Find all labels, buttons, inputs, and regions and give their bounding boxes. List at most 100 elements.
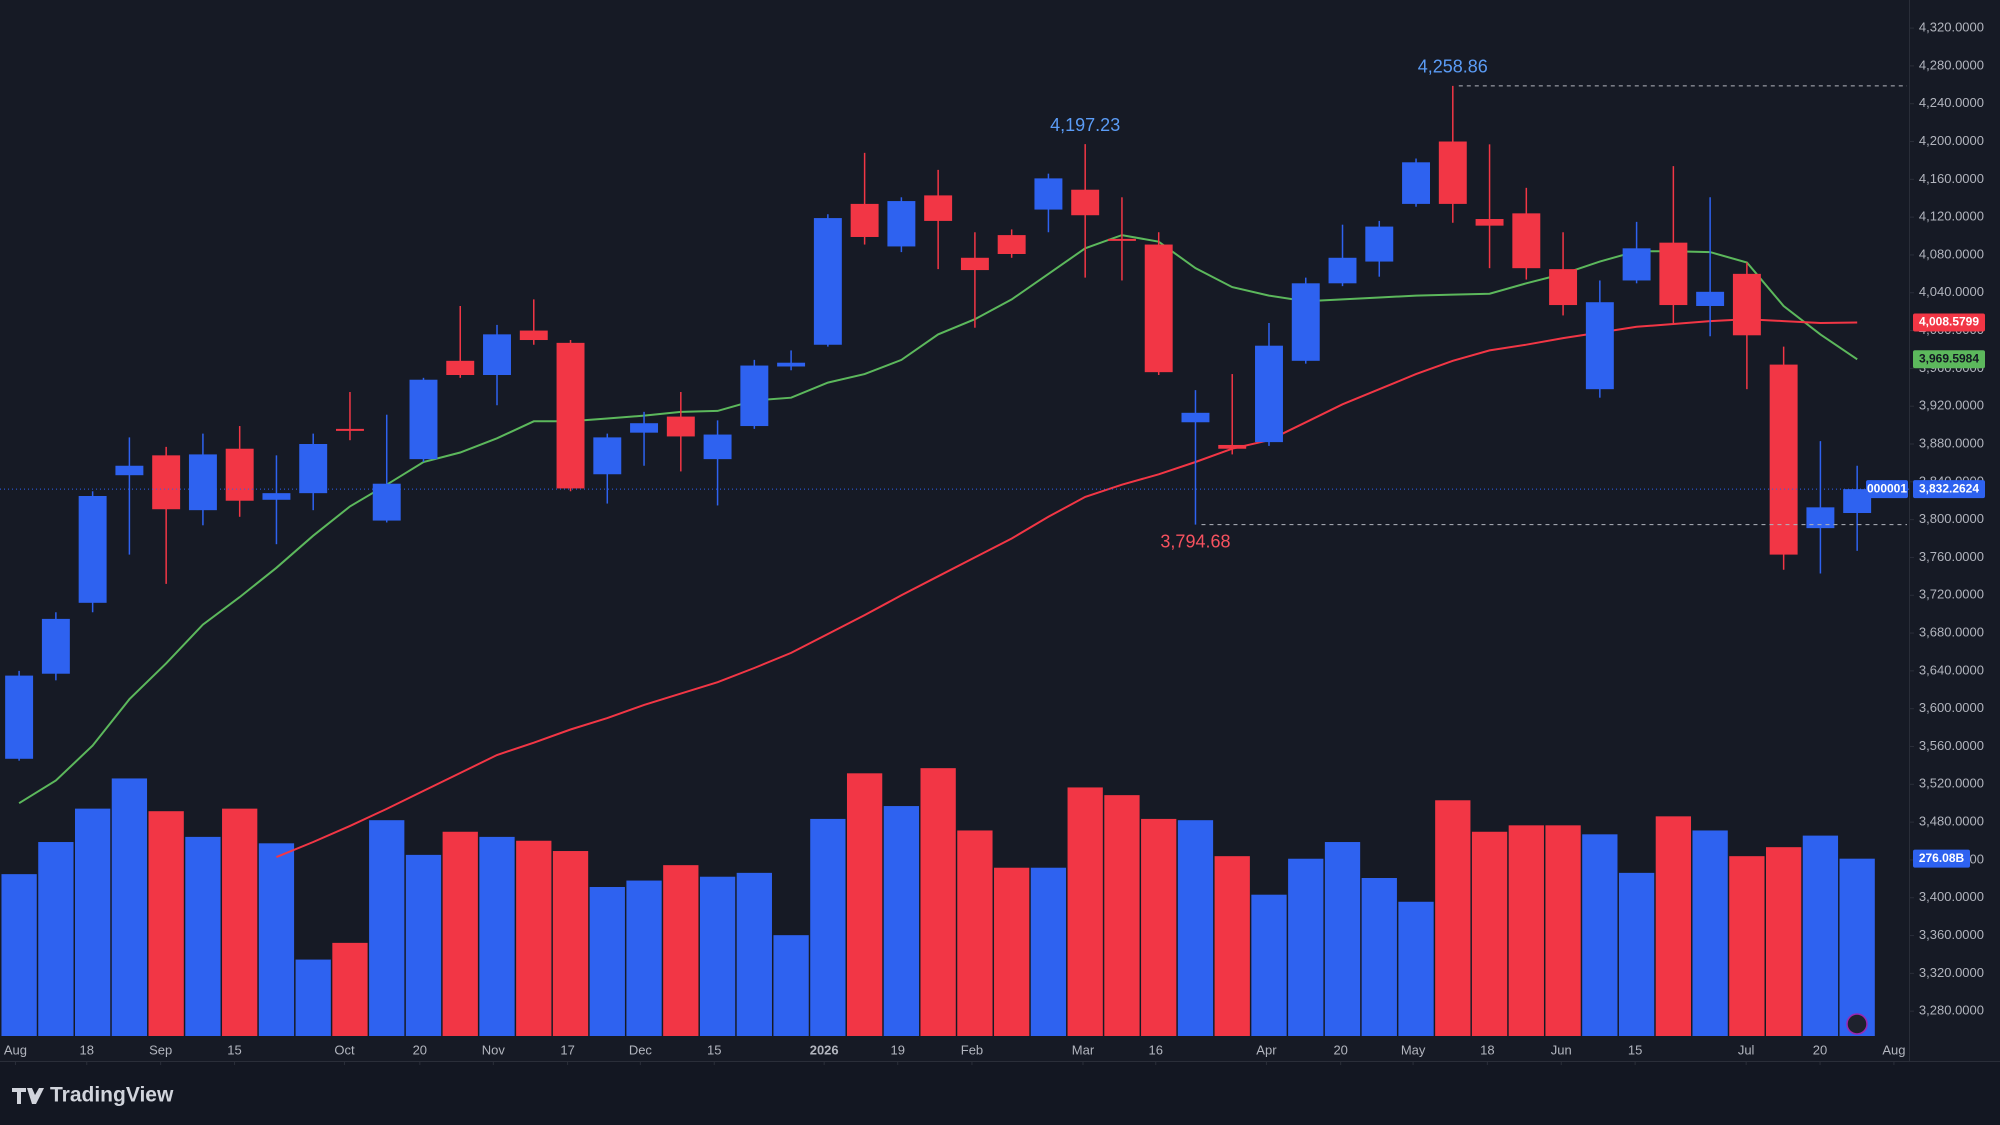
- volume-bar: [1141, 818, 1177, 1036]
- candle-body: [335, 428, 364, 431]
- x-tick-label: Nov: [482, 1042, 506, 1057]
- candle-body: [1475, 219, 1504, 226]
- x-tick-label: 20: [413, 1042, 427, 1057]
- x-tick-label: 15: [227, 1042, 241, 1057]
- y-tick-label: 4,200.0000: [1919, 133, 1984, 148]
- volume-bar: [1288, 858, 1324, 1036]
- y-tick-label: 3,600.0000: [1919, 700, 1984, 715]
- annotation-label: 4,258.86: [1418, 57, 1488, 77]
- volume-bar: [442, 831, 478, 1036]
- symbol-label: 000001: [1867, 481, 1907, 495]
- candle-body: [1181, 412, 1210, 423]
- candle-body: [78, 495, 107, 603]
- volume-bar: [1508, 825, 1544, 1036]
- volume-bar: [552, 851, 589, 1036]
- volume-bar: [810, 818, 846, 1036]
- candle-body: [519, 330, 548, 341]
- volume-bar: [1692, 830, 1728, 1036]
- volume-bar: [883, 806, 920, 1036]
- candle-body: [409, 379, 438, 460]
- symbol-label-box: [1866, 480, 1908, 499]
- volume-bar: [1545, 825, 1581, 1036]
- y-tick-label: 3,520.0000: [1919, 776, 1984, 791]
- volume-last-label-box: [1913, 849, 1970, 868]
- volume-bar: [1, 874, 37, 1036]
- y-tick-label: 3,480.0000: [1919, 814, 1984, 829]
- y-tick-label: 3,640.0000: [1919, 662, 1984, 677]
- brand: TradingView: [50, 1084, 174, 1107]
- candle-body: [1218, 444, 1247, 449]
- volume-bar: [1104, 795, 1140, 1036]
- y-tick-label: 4,040.0000: [1919, 284, 1984, 299]
- volume-bar: [148, 811, 184, 1036]
- annotation-label: 4,197.23: [1050, 115, 1120, 135]
- candle-body: [1769, 364, 1798, 555]
- volume-bar: [773, 935, 809, 1036]
- volume-bar: [405, 854, 442, 1036]
- volume-bar: [258, 843, 295, 1036]
- candle-body: [887, 201, 916, 247]
- candle-body: [1549, 269, 1578, 306]
- y-tick-label: 3,280.0000: [1919, 1003, 1984, 1018]
- logo: TradingView: [12, 1084, 174, 1107]
- y-tick-label: 3,320.0000: [1919, 965, 1984, 980]
- y-tick-label: 3,920.0000: [1919, 398, 1984, 413]
- y-tick-label: 4,240.0000: [1919, 95, 1984, 110]
- x-tick-label: Jun: [1551, 1042, 1572, 1057]
- y-tick-label: 4,280.0000: [1919, 57, 1984, 72]
- volume-bar: [1214, 856, 1250, 1036]
- volume-bar: [1067, 787, 1103, 1036]
- volume-bar: [699, 876, 736, 1036]
- y-tick-label: 3,400.0000: [1919, 889, 1984, 904]
- candle-body: [1696, 291, 1725, 306]
- volume-bar: [1618, 872, 1655, 1036]
- x-tick-label: 15: [1628, 1042, 1642, 1057]
- candle-body: [960, 257, 989, 271]
- volume-bar: [736, 872, 772, 1036]
- series-last-label-box: [1913, 313, 1985, 332]
- candle-body: [850, 203, 879, 237]
- volume-bar: [111, 778, 148, 1036]
- candle-body: [1806, 507, 1835, 529]
- candle-body: [1512, 213, 1541, 269]
- volume-bar: [1030, 867, 1067, 1036]
- candle-body: [1622, 248, 1651, 281]
- annotation-label: 3,794.68: [1160, 531, 1230, 551]
- x-tick-label: 18: [80, 1042, 94, 1057]
- candle-body: [41, 618, 70, 674]
- y-tick-label: 4,120.0000: [1919, 209, 1984, 224]
- candle-body: [115, 465, 144, 476]
- candle-body: [703, 434, 732, 460]
- y-tick-label: 3,360.0000: [1919, 927, 1984, 942]
- y-tick-label: 3,800.0000: [1919, 511, 1984, 526]
- x-tick-label: 18: [1480, 1042, 1494, 1057]
- candle-body: [997, 235, 1026, 255]
- series-last-label: 3,969.5984: [1919, 351, 1979, 365]
- volume-bar: [1398, 901, 1434, 1036]
- candle-body: [1034, 178, 1063, 210]
- volume-bar: [332, 942, 368, 1036]
- candle-body: [1071, 189, 1100, 216]
- candle-body: [1402, 162, 1431, 204]
- candle-body: [5, 675, 34, 759]
- volume-bar: [957, 830, 993, 1036]
- candle-body: [777, 362, 806, 367]
- candle-body: [1438, 141, 1467, 204]
- plot: 4,320.0000 4,280.0000 4,240.0000 4,200.0000…: [0, 20, 1985, 1065]
- series-last-label-box: [1913, 350, 1985, 369]
- candle-body: [483, 334, 511, 375]
- candle-body: [225, 448, 254, 501]
- volume-bar: [1435, 800, 1471, 1036]
- candle-body: [1144, 244, 1173, 373]
- volume-bar: [1839, 858, 1875, 1036]
- candle-body: [740, 365, 769, 427]
- volume-bar: [74, 808, 111, 1036]
- x-tick-label: 15: [707, 1042, 721, 1057]
- volume-bar: [589, 886, 625, 1036]
- x-tick-label: Jul: [1738, 1042, 1755, 1057]
- volume-bar: [185, 836, 221, 1036]
- volume-bar: [1324, 842, 1361, 1036]
- volume-bar: [516, 840, 552, 1036]
- x-tick-label: 20: [1813, 1042, 1827, 1057]
